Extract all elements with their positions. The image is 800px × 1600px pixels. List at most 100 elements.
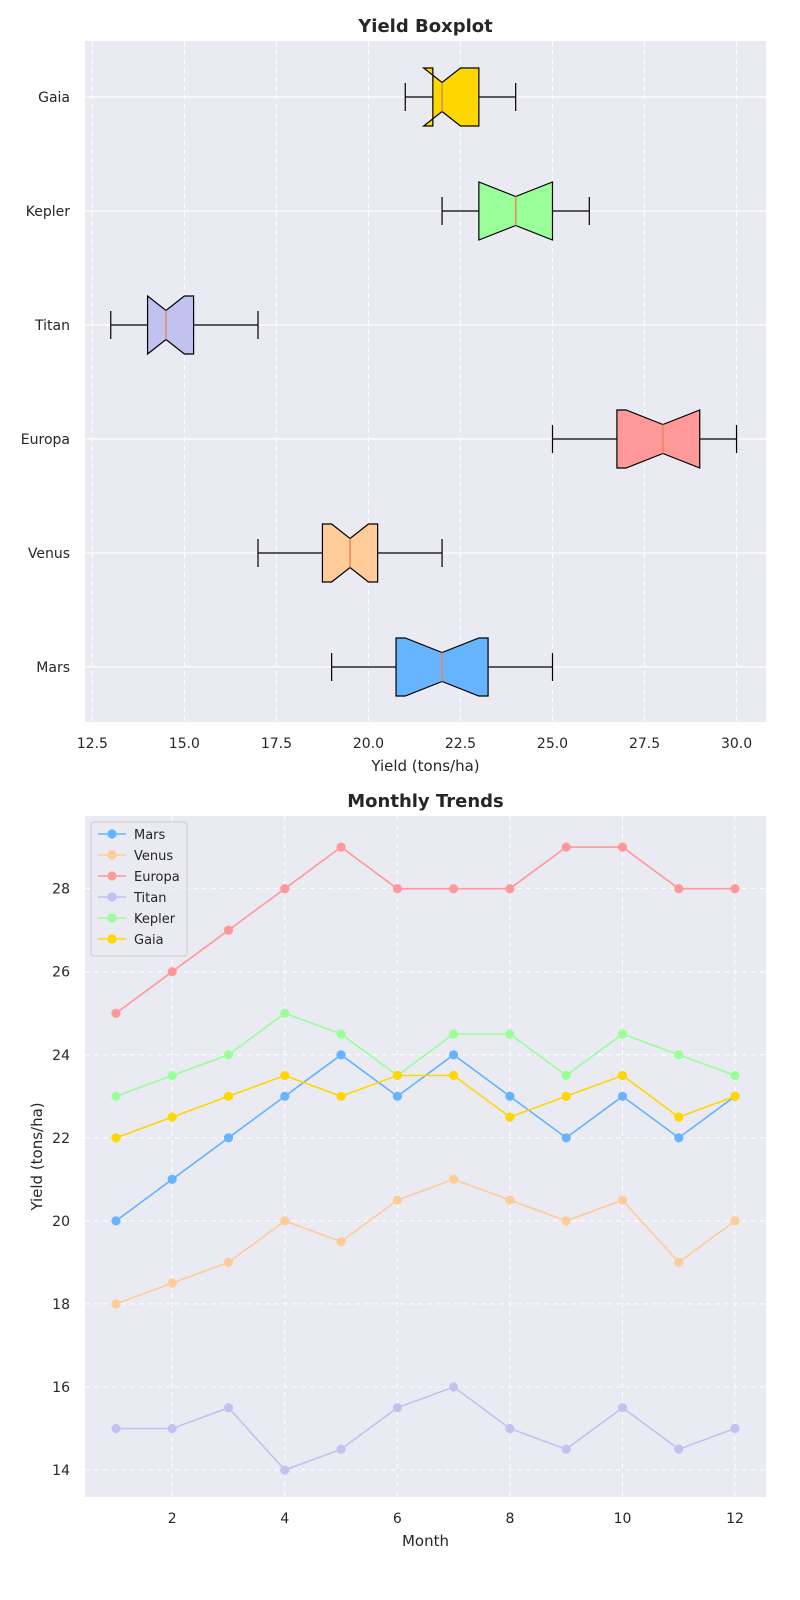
- line-y-tick-label: 22: [52, 1131, 70, 1147]
- legend-item-mars: Mars: [98, 828, 166, 843]
- series-line: [115, 1074, 736, 1139]
- line-y-tick-label: 24: [52, 1048, 70, 1064]
- data-point: [674, 1257, 684, 1267]
- data-point: [336, 1237, 346, 1247]
- legend-label: Titan: [133, 891, 166, 906]
- legend-item-kepler: Kepler: [98, 912, 176, 927]
- boxplot-y-tick-label: Mars: [36, 660, 70, 676]
- data-point: [280, 1465, 290, 1475]
- box-body: [146, 294, 195, 356]
- data-point: [674, 1133, 684, 1143]
- legend-swatch-marker: [107, 871, 117, 881]
- boxplot-x-ticks: 12.5 15.0 17.5 20.0 22.5 25.0 27.5 30.0: [77, 736, 752, 752]
- series-line: [115, 1012, 736, 1098]
- boxplot-panel: 12.5 15.0 17.5 20.0 22.5 25.0 27.5 30.0 Mars Ven…: [21, 16, 766, 775]
- data-point: [505, 1091, 515, 1101]
- boxplot-y-tick-label: Kepler: [26, 204, 70, 220]
- data-point: [449, 1050, 459, 1060]
- series-titan: [111, 1382, 740, 1475]
- data-point: [730, 1423, 740, 1434]
- data-point: [674, 884, 684, 894]
- boxplot-x-tick-label: 30.0: [721, 736, 752, 752]
- data-point: [561, 1091, 571, 1101]
- legend-label: Gaia: [134, 933, 164, 948]
- line-y-tick-label: 18: [52, 1297, 70, 1313]
- series-europa: [111, 842, 740, 1018]
- series-line: [115, 846, 735, 1014]
- legend-swatch-marker: [107, 892, 117, 902]
- data-point: [392, 884, 402, 894]
- series-line: [116, 1386, 736, 1471]
- series-line: [115, 1178, 736, 1305]
- data-point: [111, 1216, 121, 1226]
- data-point: [167, 1423, 177, 1434]
- boxplot-y-tick-label: Gaia: [38, 90, 70, 106]
- line-series: [111, 842, 740, 1475]
- legend-label: Mars: [134, 828, 166, 843]
- line-x-tick-label: 10: [614, 1511, 632, 1527]
- data-point: [111, 1133, 121, 1143]
- data-point: [392, 1091, 402, 1101]
- data-point: [561, 1070, 571, 1081]
- line-y-tick-label: 28: [52, 882, 70, 898]
- boxplot-boxes: [110, 67, 738, 697]
- line-x-tick-label: 12: [726, 1511, 744, 1527]
- legend-label: Europa: [134, 870, 180, 885]
- data-point: [223, 925, 234, 935]
- line-y-tick-label: 26: [52, 965, 70, 981]
- data-point: [336, 1444, 346, 1454]
- data-point: [167, 967, 177, 977]
- line-x-tick-label: 6: [393, 1511, 402, 1527]
- data-point: [392, 1070, 402, 1081]
- line-plot-area: [85, 816, 766, 1497]
- legend-item-titan: Titan: [98, 891, 166, 906]
- data-point: [280, 884, 290, 894]
- data-point: [336, 1029, 346, 1039]
- box-europa: [551, 409, 738, 469]
- data-point: [561, 842, 571, 852]
- data-point: [280, 1091, 290, 1101]
- legend-item-venus: Venus: [98, 849, 173, 864]
- line-y-ticks: 14 16 18 20 22 24 26 28: [52, 882, 70, 1479]
- data-point: [730, 884, 740, 894]
- line-y-axis-label: Yield (tons/ha): [28, 1102, 46, 1211]
- data-point: [449, 1029, 459, 1039]
- line-grid: [85, 816, 766, 1497]
- line-y-tick-label: 20: [52, 1214, 70, 1230]
- boxplot-x-tick-label: 12.5: [77, 736, 108, 752]
- boxplot-y-tick-label: Titan: [34, 318, 70, 334]
- boxplot-x-tick-label: 27.5: [629, 736, 660, 752]
- boxplot-x-tick-label: 25.0: [537, 736, 568, 752]
- boxplot-x-axis-label: Yield (tons/ha): [370, 757, 479, 775]
- legend-label: Venus: [134, 849, 173, 864]
- data-point: [617, 842, 628, 852]
- line-x-tick-label: 8: [505, 1511, 514, 1527]
- box-body: [421, 67, 480, 127]
- data-point: [280, 1008, 290, 1018]
- box-mars: [331, 637, 554, 697]
- boxplot-x-tick-label: 17.5: [261, 736, 292, 752]
- data-point: [730, 1216, 740, 1226]
- data-point: [674, 1050, 684, 1060]
- data-point: [336, 1091, 346, 1101]
- data-point: [449, 1070, 459, 1081]
- legend-item-europa: Europa: [98, 870, 180, 885]
- data-point: [111, 1091, 121, 1101]
- data-point: [730, 1091, 740, 1101]
- data-point: [280, 1070, 290, 1081]
- line-x-ticks: 2 4 6 8 10 12: [168, 1511, 744, 1527]
- line-legend: Mars Venus Europa Titan Kepler Gaia: [90, 821, 188, 957]
- legend-swatch-marker: [107, 829, 117, 839]
- line-x-axis-label: Month: [402, 1532, 449, 1550]
- data-point: [674, 1444, 684, 1454]
- box-venus: [257, 523, 443, 583]
- data-point: [111, 1423, 121, 1434]
- data-point: [730, 1070, 740, 1081]
- boxplot-y-tick-label: Europa: [21, 432, 70, 448]
- data-point: [449, 1382, 459, 1392]
- data-point: [223, 1257, 234, 1267]
- legend-swatch-marker: [107, 913, 117, 923]
- data-point: [674, 1112, 684, 1122]
- line-y-tick-label: 14: [52, 1463, 70, 1479]
